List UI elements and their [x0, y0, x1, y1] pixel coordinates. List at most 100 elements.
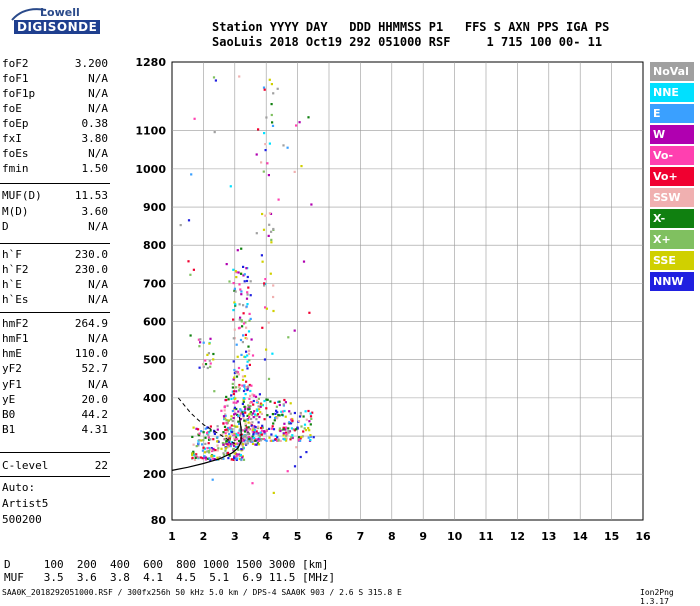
echo-point [239, 408, 242, 411]
echo-point [244, 430, 247, 433]
echo-point [259, 431, 262, 434]
echo-point [224, 417, 227, 420]
echo-point [212, 447, 215, 451]
echo-point [283, 398, 286, 402]
echo-point [290, 427, 293, 430]
y-tick-label: 900 [143, 201, 166, 214]
param-value: N/A [88, 220, 108, 233]
echo-point [297, 438, 300, 441]
param-separator [0, 243, 110, 244]
echo-point [248, 413, 251, 416]
auto-label: Auto: [2, 481, 36, 494]
echo-point [270, 241, 273, 244]
echo-point [212, 449, 215, 452]
echo-point [289, 402, 292, 405]
echo-point [235, 436, 238, 439]
echo-point [204, 436, 207, 439]
param-row-md: M(D) 3.60 [2, 204, 108, 219]
echo-point [233, 301, 236, 304]
echo-point [258, 408, 261, 411]
echo-point [231, 428, 234, 431]
echo-point [224, 449, 227, 452]
legend-item-sse: SSE [650, 251, 694, 270]
echo-point [263, 432, 266, 435]
echo-point [299, 455, 302, 459]
echo-point [304, 410, 307, 413]
echo-point [255, 432, 258, 435]
echo-point [234, 425, 237, 428]
echo-point [198, 434, 201, 437]
param-name: hmF1 [2, 332, 29, 345]
echo-point [200, 430, 203, 433]
echo-point [258, 435, 261, 438]
auto-code: 500200 [2, 513, 42, 526]
echo-point [211, 478, 214, 481]
echo-point [243, 273, 246, 276]
echo-point [240, 458, 243, 461]
echo-point [222, 431, 225, 434]
echo-point [197, 456, 200, 459]
echo-point [243, 442, 246, 445]
echo-point [233, 424, 236, 427]
legend-item-e: E [650, 104, 694, 123]
echo-point [226, 404, 229, 407]
param-separator [0, 476, 110, 477]
echo-point [250, 424, 253, 427]
echo-point [268, 142, 271, 145]
param-separator [0, 183, 110, 184]
x-tick-label: 13 [541, 530, 556, 543]
echo-point [267, 321, 270, 324]
echo-point [238, 422, 241, 425]
echo-point [195, 453, 198, 456]
echo-point [226, 451, 230, 454]
echo-point [238, 439, 241, 443]
echo-point [239, 338, 243, 342]
param-value: 0.38 [81, 117, 109, 130]
echo-point [284, 415, 287, 418]
echo-point [235, 375, 239, 378]
echo-point [298, 436, 301, 439]
x-tick-label: 14 [573, 530, 589, 543]
echo-point [191, 435, 194, 438]
echo-point [242, 399, 245, 402]
param-value: 3.80 [81, 132, 109, 145]
echo-point [239, 418, 242, 421]
echo-point [239, 433, 242, 437]
echo-point [248, 415, 251, 419]
param-row-yf1: yF1 N/A [2, 377, 108, 392]
echo-point [248, 312, 251, 315]
echo-point [244, 393, 247, 396]
echo-point [268, 78, 271, 81]
echo-point [244, 437, 247, 440]
echo-point [227, 398, 230, 401]
echo-point [254, 395, 258, 398]
echo-point [211, 457, 214, 460]
echo-point [268, 223, 271, 226]
echo-point [245, 426, 248, 429]
echo-point [264, 438, 267, 441]
echo-point [238, 389, 241, 392]
echo-point [231, 386, 234, 389]
echo-point [232, 392, 235, 396]
echo-point [293, 170, 296, 173]
echo-point [238, 453, 241, 456]
x-tick-label: 2 [200, 530, 208, 543]
echo-point [272, 422, 275, 425]
echo-point [198, 439, 201, 442]
echo-point [260, 426, 263, 430]
echo-point [305, 429, 308, 432]
echo-point [285, 431, 288, 434]
echo-point [262, 228, 266, 231]
echo-point [244, 438, 247, 442]
param-name: B0 [2, 408, 16, 421]
echo-point [232, 401, 235, 404]
echo-point [244, 355, 247, 359]
echo-point [238, 383, 241, 387]
echo-point [210, 447, 213, 450]
echo-point [221, 433, 224, 436]
echo-point [242, 412, 245, 416]
echo-point [237, 434, 240, 437]
echo-point [222, 453, 226, 456]
echo-point [232, 447, 235, 450]
echo-point [264, 214, 267, 217]
